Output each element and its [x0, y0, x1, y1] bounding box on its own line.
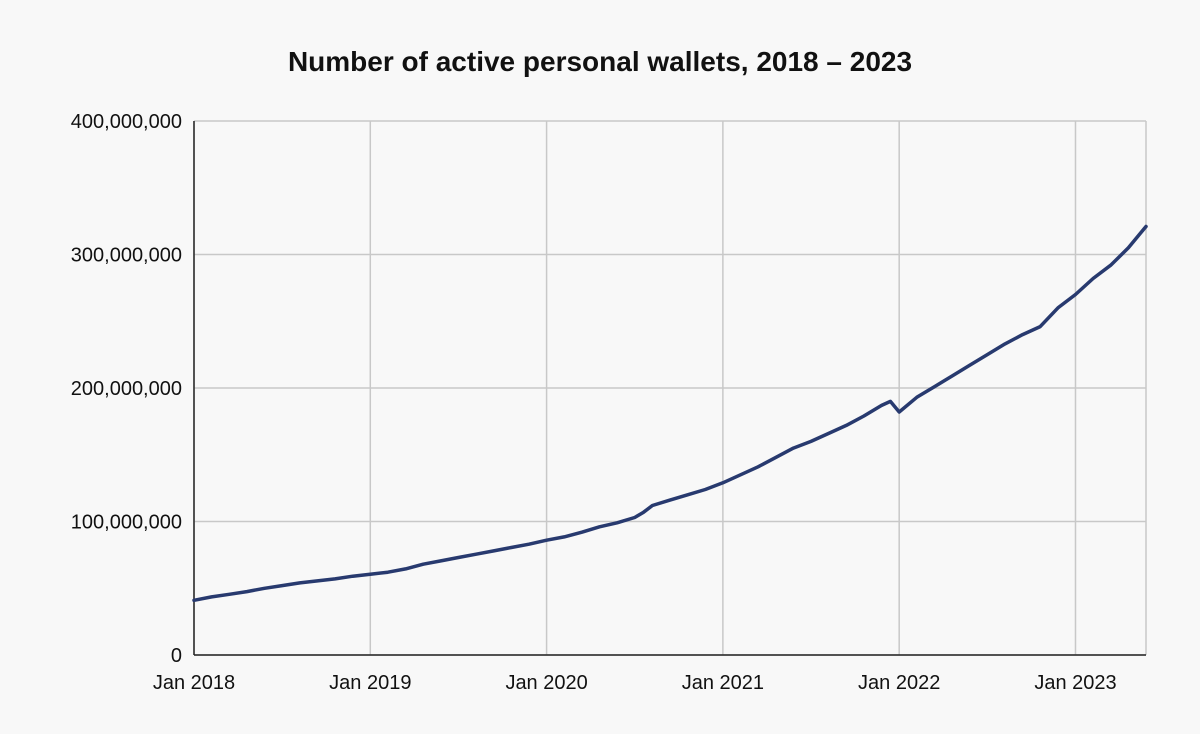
axes	[193, 121, 1146, 656]
x-tick-label: Jan 2023	[1034, 672, 1116, 694]
y-tick-label: 100,000,000	[71, 512, 182, 534]
y-tick-label: 200,000,000	[71, 378, 182, 400]
y-tick-label: 0	[171, 645, 182, 667]
chart-title: Number of active personal wallets, 2018 …	[287, 46, 913, 77]
x-tick-label: Jan 2022	[858, 672, 940, 694]
series-layer	[192, 224, 1148, 603]
x-tick-label: Jan 2020	[505, 672, 587, 694]
series-line	[192, 224, 1148, 603]
y-tick-label: 300,000,000	[71, 245, 182, 267]
x-tick-label: Jan 2018	[153, 672, 235, 694]
x-tick-label: Jan 2021	[682, 672, 764, 694]
x-tick-label: Jan 2019	[329, 672, 411, 694]
grid	[193, 120, 1147, 656]
tick-labels: 0 100,000,000 200,000,000 300,000,000 400,00…	[71, 111, 1117, 694]
y-tick-label: 400,000,000	[71, 111, 182, 133]
